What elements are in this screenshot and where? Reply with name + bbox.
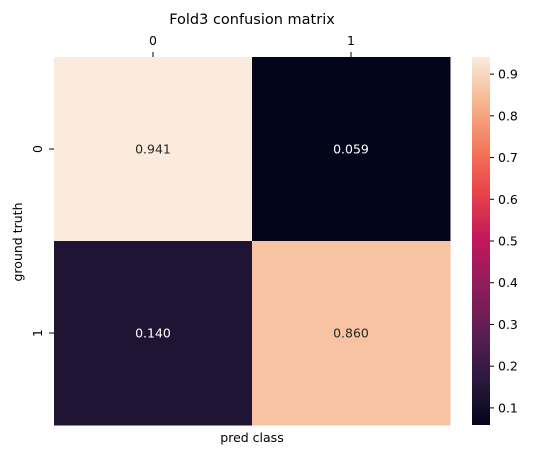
heatmap-cell: [252, 57, 451, 242]
colorbar-tick-label: 0.2: [498, 359, 518, 374]
cell-value-label: 0.941: [135, 142, 171, 157]
x-tick-label: 0: [149, 33, 157, 48]
colorbar-tick-label: 0.9: [498, 67, 518, 82]
colorbar-tick-label: 0.7: [498, 150, 518, 165]
colorbar-ticks: 0.1 0.2 0.3 0.4 0.5 0.6 0.7 0.8 0.9: [490, 67, 518, 415]
heatmap-cell: [54, 241, 253, 426]
heatmap-cell: [252, 241, 451, 426]
chart-title: Fold3 confusion matrix: [169, 12, 335, 28]
colorbar-tick-label: 0.8: [498, 108, 518, 123]
x-tick-label: 1: [347, 33, 355, 48]
colorbar-tick-label: 0.5: [498, 234, 518, 249]
colorbar: [472, 57, 490, 425]
colorbar-tick-label: 0.6: [498, 192, 518, 207]
heatmap-cells: [54, 57, 451, 426]
cell-value-label: 0.140: [135, 326, 171, 341]
heatmap-cell: [54, 57, 253, 242]
heatmap-cell-labels: 0.941 0.059 0.140 0.860: [135, 142, 369, 341]
colorbar-tick-label: 0.4: [498, 275, 518, 290]
y-tick-label: 0: [30, 145, 45, 153]
y-tick-label: 1: [30, 329, 45, 337]
colorbar-tick-label: 0.3: [498, 317, 518, 332]
cell-value-label: 0.059: [333, 142, 369, 157]
colorbar-tick-label: 0.1: [498, 400, 518, 415]
y-axis-label: ground truth: [10, 203, 25, 282]
y-axis-ticks: 01: [30, 145, 54, 337]
cell-value-label: 0.860: [333, 326, 369, 341]
x-axis-label: pred class: [220, 430, 283, 445]
